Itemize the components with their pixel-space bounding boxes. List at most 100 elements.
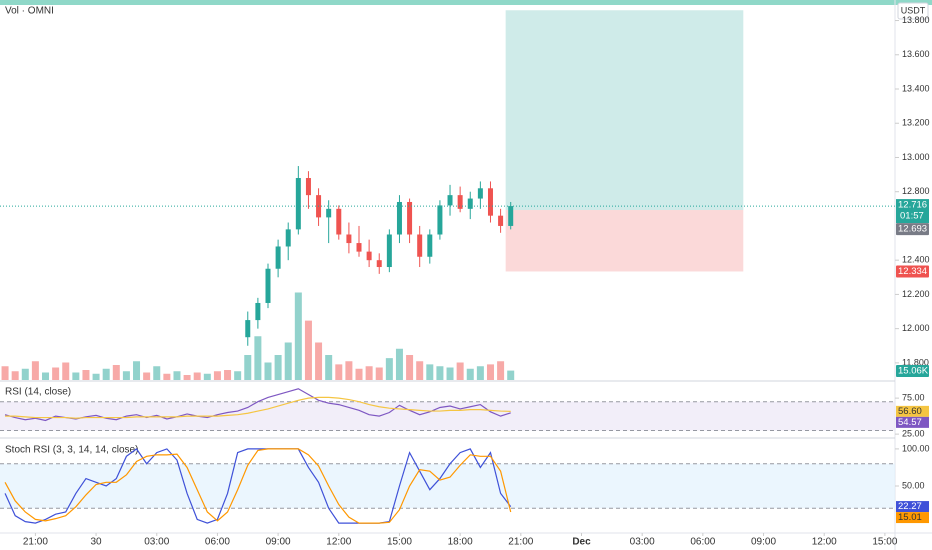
x-tick-label: 30 [91,537,103,548]
x-tick-label: 12:00 [326,537,351,548]
volume-bar [92,373,100,380]
candle-body [498,215,504,226]
volume-bar [173,371,181,380]
volume-bar [193,372,201,380]
volume-bar [355,368,363,380]
volume-bar [62,362,70,380]
volume-bar [112,365,120,380]
volume-bar [446,367,454,380]
rsi-value-label: 54.57 [898,417,922,428]
stoch-value-label: 22.27 [898,501,922,512]
candle-body [245,320,251,338]
y-tick-label: 12.400 [902,255,930,265]
volume-bar [497,361,505,380]
entry-label-bg [896,223,929,236]
y-tick-label: 12.000 [902,323,930,333]
rsi-value-label-bg [896,405,929,417]
volume-bar [264,362,272,380]
x-tick-label: 09:00 [751,537,776,548]
candle-body [467,198,473,209]
stoch-line [4,448,512,524]
candle-body [427,234,433,257]
y-tick-label: 13.400 [902,83,930,93]
top-bar [0,0,932,5]
candle-body [447,195,453,206]
volume-bar [345,361,353,380]
loss-zone [505,210,744,272]
candle-body [376,260,382,268]
rsi-title: RSI (14, close) [5,387,71,398]
volume-bar [486,364,494,380]
x-tick-label: 03:00 [630,537,655,548]
volume-bar [234,371,242,380]
x-tick-label: 06:00 [205,537,230,548]
x-tick-label: 15:00 [872,537,897,548]
stoch-value-label-bg [896,501,929,513]
volume-bar [416,361,424,380]
volume-bar [42,372,50,380]
y-tick-label: 12.200 [902,289,930,299]
volume-bar [224,370,232,380]
stop-label: 12.334 [898,266,927,277]
y-tick-label: 100.00 [902,443,930,453]
volume-bar [365,366,373,380]
volume-bar [385,358,393,380]
volume-label-bg [896,365,929,377]
candle-body [437,205,443,235]
volume-bar [325,355,333,380]
volume-bar [395,348,403,380]
volume-bar [406,355,414,380]
candle-body [305,178,311,196]
volume-bar [133,361,141,380]
y-tick-label: 13.000 [902,152,930,162]
volume-bar [31,361,39,380]
profit-zone [505,10,744,211]
currency-box[interactable] [897,2,929,20]
x-tick-label: 12:00 [812,537,837,548]
x-tick-label: 15:00 [387,537,412,548]
rsi-value-label-bg [896,416,929,428]
entry-label: 12.693 [898,224,927,235]
volume-bar [52,367,60,380]
y-tick-label: 13.800 [902,15,930,25]
volume-bar [102,368,110,380]
y-tick-label: 12.800 [902,186,930,196]
volume-label: 15.06K [898,366,929,377]
volume-title: Vol · OMNI [5,6,54,17]
volume-bar [82,370,90,380]
candle-body [285,229,291,247]
candle-body [407,201,413,235]
y-tick-label: 75.00 [902,392,925,402]
x-tick-label: Dec [572,537,591,548]
rsi-value-label: 56.60 [898,406,922,417]
candle-body [326,208,332,218]
y-tick-label: 50.00 [902,480,925,490]
price-label: 12.716 [898,200,927,211]
candle-body [417,234,423,257]
volume-bar [456,362,464,380]
stoch-value-label-bg [896,512,929,524]
volume-bar [183,375,191,380]
rsi-line [5,396,511,419]
currency: USDT [901,5,926,15]
volume-bar [1,366,9,380]
stoch-line [4,448,512,524]
volume-bar [153,366,161,380]
rsi-line [4,388,511,422]
volume-bar [436,366,444,380]
x-tick-label: 06:00 [690,537,715,548]
candle-body [336,208,342,235]
candle-body [487,188,493,216]
candle-body [386,234,392,268]
volume-bar [476,366,484,380]
volume-bar [335,364,343,380]
y-tick-label: 13.200 [902,118,930,128]
volume-bar [294,292,302,380]
volume-bar [466,368,474,380]
y-tick-label: 13.600 [902,49,930,59]
volume-bar [254,336,262,380]
volume-bar [375,367,383,380]
volume-bar [426,364,434,380]
volume-bar [203,373,211,380]
